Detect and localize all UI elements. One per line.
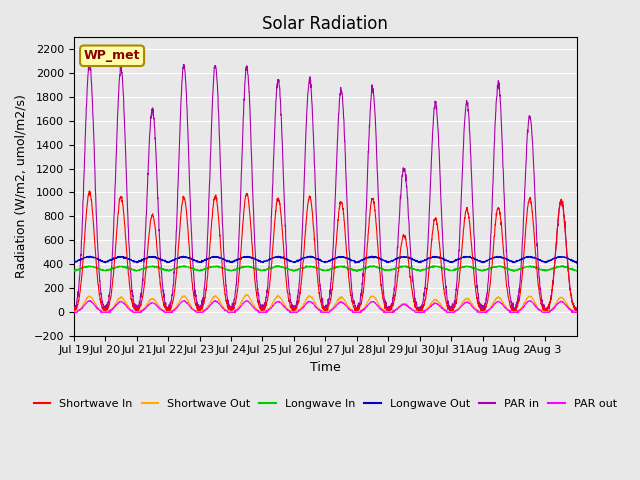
Legend: Shortwave In, Shortwave Out, Longwave In, Longwave Out, PAR in, PAR out: Shortwave In, Shortwave Out, Longwave In… — [29, 395, 621, 414]
Y-axis label: Radiation (W/m2, umol/m2/s): Radiation (W/m2, umol/m2/s) — [15, 95, 28, 278]
X-axis label: Time: Time — [310, 361, 340, 374]
Text: WP_met: WP_met — [84, 49, 140, 62]
Title: Solar Radiation: Solar Radiation — [262, 15, 388, 33]
